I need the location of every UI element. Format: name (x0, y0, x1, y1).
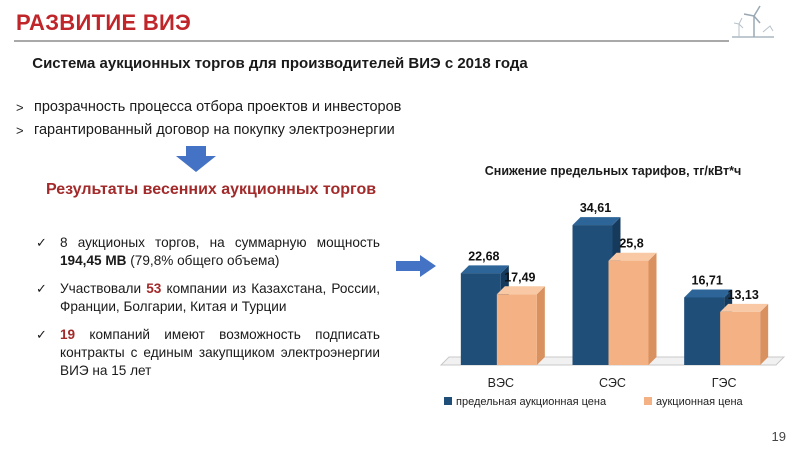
contracts-count: 19 (60, 327, 76, 342)
bar-top (460, 265, 509, 274)
bar-side (536, 286, 545, 365)
list-item-text: Участвовали 53 компании из Казахстана, Р… (60, 281, 380, 314)
list-item-text: прозрачность процесса отбора проектов и … (34, 99, 402, 115)
arrow-right-icon (396, 255, 436, 277)
x-tick-label: СЭС (599, 376, 626, 390)
x-tick-label: ГЭС (712, 376, 737, 390)
bar (720, 311, 761, 365)
legend-label: аукционная цена (656, 396, 744, 408)
results-heading: Результаты весенних аукционных торгов (45, 181, 377, 198)
chevron-right-icon: > (16, 123, 24, 138)
checkmark-icon: ✓ (36, 281, 47, 296)
list-item-text: 19 компаний имеют возможность подписать … (60, 327, 380, 378)
benefit-list: > прозрачность процесса отбора проектов … (16, 96, 401, 142)
bar-top (572, 217, 621, 226)
title-divider (14, 40, 729, 42)
legend-swatch (644, 397, 652, 405)
bar-top (720, 303, 769, 312)
bar-side (760, 303, 769, 365)
bar-side (648, 252, 657, 365)
capacity-value: 194,45 МВ (60, 253, 127, 268)
bar-top (608, 252, 657, 261)
bar-top (496, 286, 545, 295)
list-item: ✓ 8 аукционых торгов, на суммарную мощно… (36, 234, 380, 270)
list-item: ✓ 19 компаний имеют возможность подписат… (36, 326, 380, 380)
bar (684, 297, 725, 365)
x-tick-label: ВЭС (488, 376, 514, 390)
legend-label: предельная аукционная цена (456, 396, 607, 408)
bar (608, 260, 649, 365)
list-item-text: гарантированный договор на покупку элект… (34, 122, 395, 138)
data-label: 25,8 (619, 237, 643, 251)
list-item-text: 8 аукционых торгов, на суммарную мощност… (60, 235, 380, 268)
data-label: 17,49 (504, 270, 535, 284)
arrow-down-icon (176, 146, 216, 172)
slide-title: РАЗВИТИЕ ВИЭ (16, 10, 192, 35)
data-label: 34,61 (580, 201, 611, 215)
checkmark-icon: ✓ (36, 327, 47, 342)
bar (496, 294, 537, 365)
legend-swatch (444, 397, 452, 405)
bar (460, 273, 501, 365)
data-label: 22,68 (468, 249, 499, 263)
list-item: > прозрачность процесса отбора проектов … (16, 96, 401, 119)
bar (572, 225, 613, 365)
wind-turbine-icon (732, 5, 774, 38)
results-list: ✓ 8 аукционых торгов, на суммарную мощно… (36, 234, 380, 390)
data-label: 16,71 (692, 273, 723, 287)
tariff-bar-chart: 22,68 17,49 ВЭС 34,61 25,8 СЭС 16,71 13,13 ГЭС пр… (439, 201, 786, 408)
list-item: > гарантированный договор на покупку эле… (16, 119, 401, 142)
data-label: 13,13 (728, 288, 759, 302)
chart-title: Снижение предельных тарифов, тг/кВт*ч (484, 164, 742, 178)
page-number: 19 (771, 429, 786, 444)
checkmark-icon: ✓ (36, 235, 47, 250)
list-item: ✓ Участвовали 53 компании из Казахстана,… (36, 280, 380, 316)
chevron-right-icon: > (16, 100, 24, 115)
auction-system-heading: Система аукционных торгов для производит… (32, 55, 528, 72)
bar-top (684, 289, 733, 298)
companies-count: 53 (146, 281, 162, 296)
